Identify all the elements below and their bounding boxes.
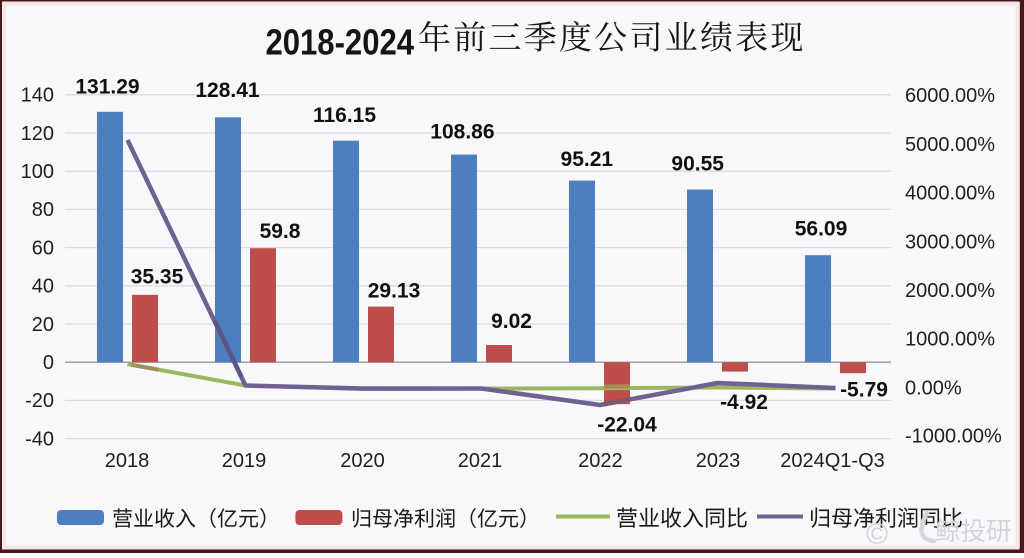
- svg-text:56.09: 56.09: [795, 217, 848, 240]
- svg-text:2018-2024: 2018-2024: [266, 22, 415, 63]
- svg-text:60: 60: [32, 237, 54, 259]
- svg-text:0: 0: [43, 352, 54, 374]
- svg-text:-4.92: -4.92: [720, 391, 768, 414]
- svg-text:2019: 2019: [222, 450, 267, 472]
- svg-text:2000.00%: 2000.00%: [905, 280, 995, 302]
- svg-text:2021: 2021: [458, 450, 503, 472]
- svg-text:-20: -20: [25, 390, 54, 412]
- svg-text:©: ©: [866, 518, 888, 551]
- svg-text:90.55: 90.55: [671, 152, 724, 175]
- svg-text:1000.00%: 1000.00%: [905, 329, 995, 351]
- svg-text:-40: -40: [25, 428, 54, 450]
- svg-text:40: 40: [32, 276, 54, 298]
- svg-text:29.13: 29.13: [368, 279, 421, 302]
- svg-text:131.29: 131.29: [75, 75, 139, 98]
- svg-text:2024Q1-Q3: 2024Q1-Q3: [780, 450, 885, 472]
- svg-text:108.86: 108.86: [430, 120, 494, 143]
- svg-text:-5.79: -5.79: [840, 378, 888, 401]
- svg-text:2023: 2023: [696, 450, 741, 472]
- svg-text:3000.00%: 3000.00%: [905, 231, 995, 253]
- svg-text:-1000.00%: -1000.00%: [905, 426, 1002, 448]
- svg-text:59.8: 59.8: [260, 220, 301, 243]
- svg-text:9.02: 9.02: [491, 310, 532, 333]
- svg-text:-22.04: -22.04: [597, 413, 657, 436]
- svg-text:20: 20: [32, 314, 54, 336]
- svg-text:2018: 2018: [105, 450, 150, 472]
- svg-text:35.35: 35.35: [131, 266, 184, 289]
- svg-text:5000.00%: 5000.00%: [905, 134, 995, 156]
- svg-text:0.00%: 0.00%: [905, 377, 962, 399]
- svg-text:95.21: 95.21: [561, 148, 614, 171]
- svg-text:120: 120: [21, 123, 54, 145]
- svg-text:140: 140: [21, 85, 54, 107]
- svg-text:2020: 2020: [340, 450, 385, 472]
- svg-text:2022: 2022: [578, 450, 623, 472]
- svg-text:80: 80: [32, 199, 54, 221]
- svg-text:128.41: 128.41: [195, 79, 260, 102]
- svg-text:6000.00%: 6000.00%: [905, 85, 995, 107]
- svg-text:4000.00%: 4000.00%: [905, 183, 995, 205]
- svg-text:100: 100: [21, 161, 54, 183]
- svg-text:116.15: 116.15: [313, 104, 376, 127]
